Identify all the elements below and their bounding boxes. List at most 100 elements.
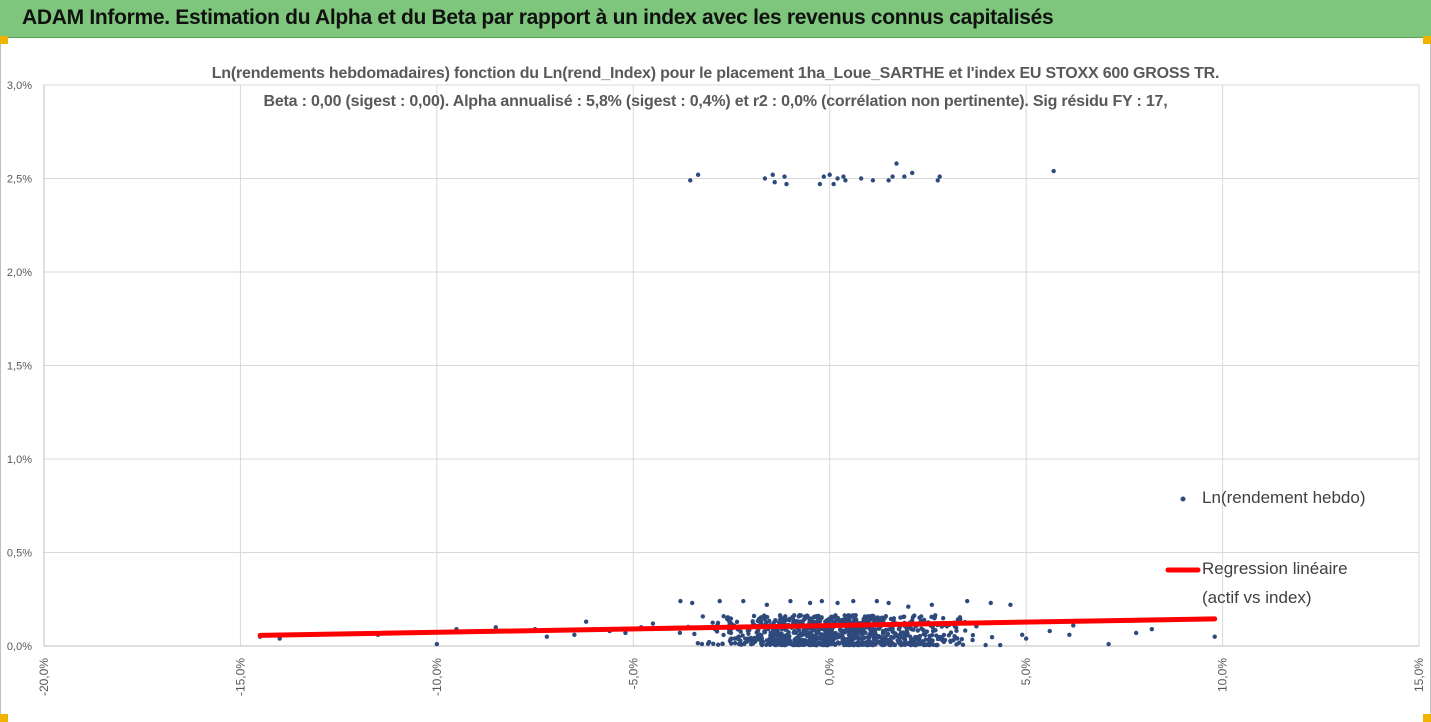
data-point (787, 616, 792, 622)
legend-marker-points (1180, 496, 1186, 502)
data-point (819, 598, 825, 604)
data-point (771, 631, 777, 637)
data-point (843, 178, 848, 183)
data-point (901, 636, 907, 641)
data-point (856, 635, 861, 640)
data-point (859, 632, 865, 637)
data-point (960, 642, 966, 647)
data-point (924, 642, 929, 648)
data-point (764, 602, 770, 608)
data-point (752, 635, 757, 641)
y-tick-label: 1,5% (7, 361, 32, 373)
x-tick-label: 15,0% (1412, 658, 1426, 692)
data-point (843, 616, 848, 622)
data-point (751, 613, 757, 619)
data-point (844, 626, 849, 632)
data-point (920, 640, 926, 645)
data-point (678, 598, 683, 604)
y-tick-label: 3,0% (7, 80, 32, 92)
data-point (817, 181, 823, 187)
data-point (874, 633, 879, 638)
data-point (901, 614, 907, 619)
data-point (908, 637, 914, 642)
data-point (874, 598, 880, 604)
data-point (886, 600, 891, 606)
data-point (898, 630, 904, 635)
axes: -20,0% -15,0% -10,0% -5,0% 0,0% 5,0% 10,0% 15,0… (7, 80, 1426, 696)
data-point (1133, 630, 1139, 636)
data-point (851, 598, 856, 604)
data-point (736, 641, 742, 647)
data-point (923, 637, 928, 642)
data-point (434, 641, 440, 647)
y-tick-label: 0,0% (7, 641, 32, 653)
data-point (695, 172, 701, 177)
data-point (775, 633, 781, 639)
data-point (878, 639, 883, 645)
data-point (924, 629, 930, 634)
data-point (989, 635, 995, 640)
data-point (787, 633, 792, 639)
data-point (715, 642, 721, 647)
data-point (832, 642, 838, 648)
data-point (827, 172, 832, 177)
data-point (937, 636, 942, 642)
data-point (934, 642, 940, 648)
data-point (954, 636, 960, 641)
data-point (940, 616, 946, 621)
data-point (734, 619, 740, 625)
data-point (840, 639, 845, 645)
data-point (808, 633, 813, 638)
x-tick-label: -20,0% (37, 658, 51, 696)
data-point (983, 642, 988, 648)
data-point (863, 630, 868, 635)
data-point (946, 633, 952, 638)
data-point (773, 642, 779, 648)
data-point (807, 640, 812, 645)
regression-line (257, 616, 1218, 638)
data-point (690, 600, 695, 606)
data-point (829, 615, 834, 621)
data-point (493, 625, 498, 630)
data-point (904, 628, 909, 633)
data-point (717, 598, 722, 604)
data-point (814, 613, 819, 619)
data-point (805, 633, 810, 639)
data-point (846, 642, 852, 648)
data-point (762, 616, 768, 622)
data-point (898, 639, 903, 644)
data-point (793, 630, 798, 635)
legend-label-points: Ln(rendement hebdo) (1202, 488, 1366, 507)
data-point (758, 615, 763, 620)
data-point (1023, 636, 1029, 641)
data-point (761, 613, 767, 618)
data-point (929, 602, 935, 608)
regression-line-layer (257, 616, 1218, 638)
data-point (1067, 632, 1072, 637)
data-point (862, 614, 868, 619)
frame-corner-marker (0, 36, 8, 44)
data-point (834, 617, 839, 623)
data-point (688, 178, 693, 183)
data-point (782, 174, 787, 179)
data-point (847, 630, 852, 635)
data-point (870, 178, 876, 183)
data-point (958, 617, 963, 622)
x-tick-label: -5,0% (626, 658, 640, 690)
data-point (948, 638, 953, 644)
data-point (1051, 168, 1056, 174)
data-point (1212, 634, 1217, 639)
data-point (842, 613, 847, 618)
data-point (866, 638, 872, 643)
data-point (823, 637, 828, 642)
data-point (835, 600, 840, 606)
data-point (883, 627, 889, 633)
data-point (803, 628, 808, 633)
data-point (758, 620, 764, 626)
y-tick-label: 2,5% (7, 174, 32, 186)
data-point (970, 632, 976, 638)
data-point (721, 632, 726, 638)
data-point (932, 614, 938, 620)
data-point (917, 642, 923, 647)
